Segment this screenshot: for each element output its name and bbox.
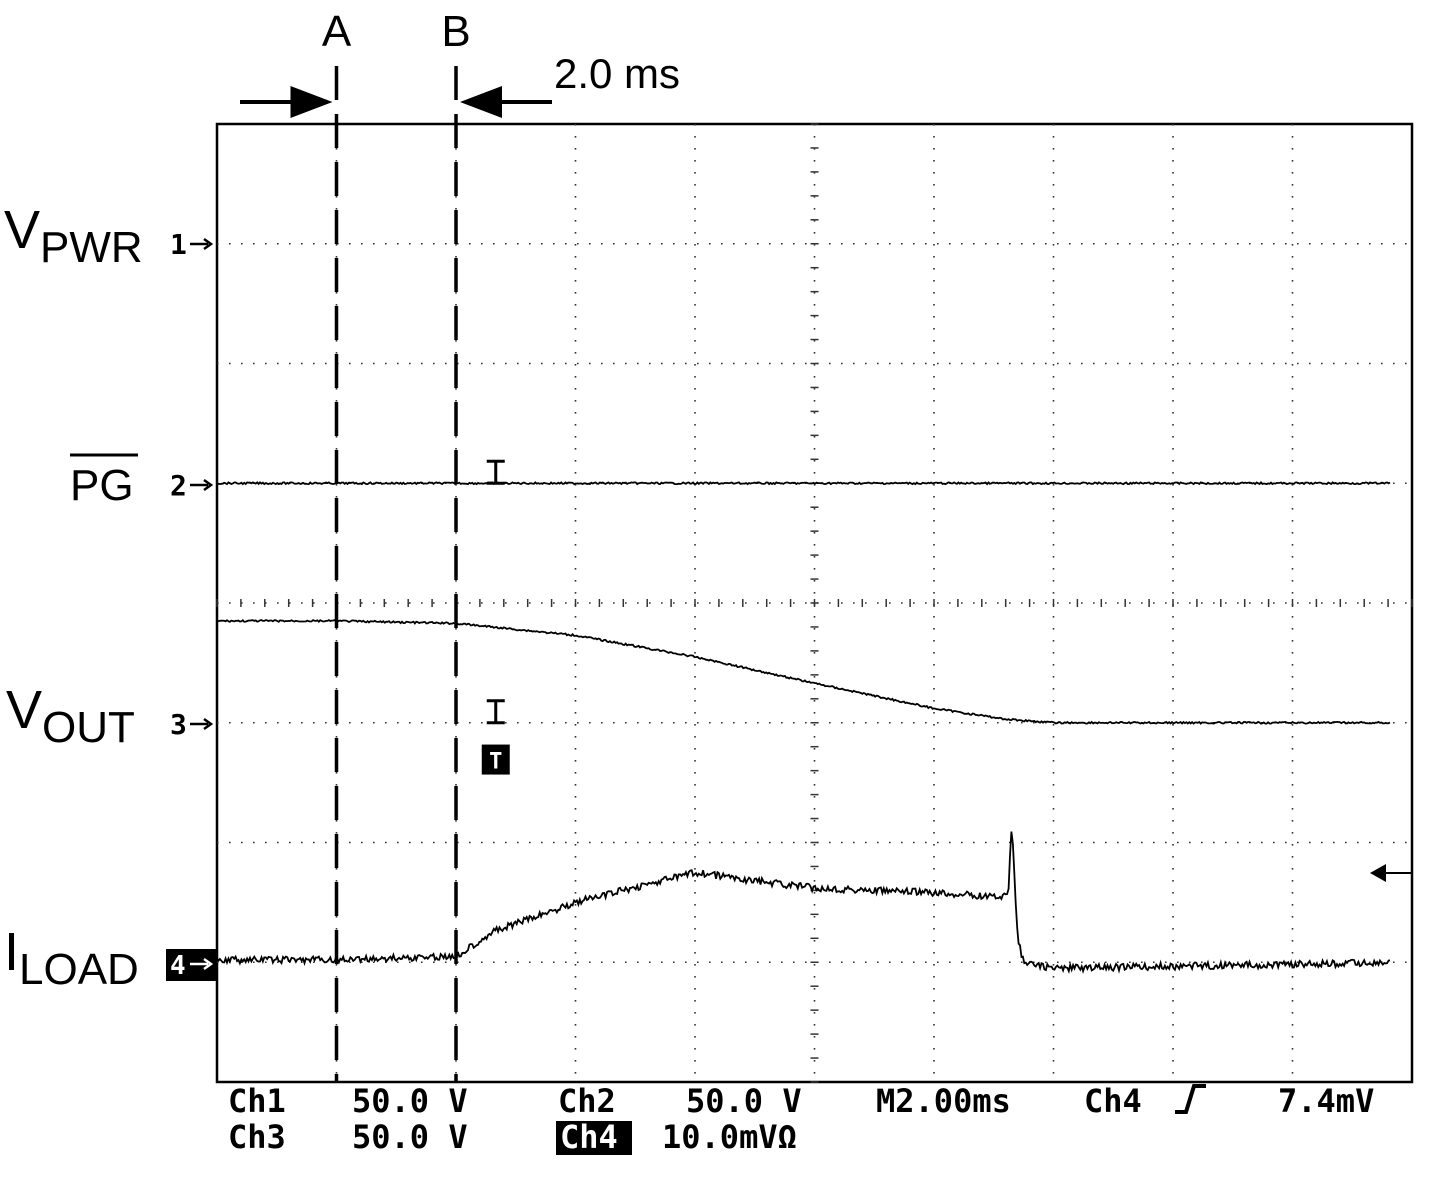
status-ch4-scale: 10.0mVΩ	[662, 1118, 797, 1156]
status-ch2: Ch2	[558, 1082, 616, 1120]
interval-arrowhead-right	[460, 86, 502, 118]
status-ch3-scale: 50.0 V	[352, 1118, 468, 1156]
status-ch3: Ch3	[228, 1118, 286, 1156]
svg-text:2: 2	[170, 469, 187, 502]
trace-vout	[217, 618, 1391, 725]
trigger-point-letter: T	[489, 750, 502, 775]
svg-text:1: 1	[170, 228, 187, 261]
trace-pg	[216, 481, 1391, 486]
channel-tag-3: 3	[170, 708, 214, 741]
channel-tag-1: 1	[170, 228, 214, 261]
status-timebase: M2.00ms	[876, 1082, 1011, 1120]
vout-label: VOUT	[6, 680, 135, 752]
iload-label: ILOAD	[4, 922, 139, 994]
channel-tag-4: 4	[166, 949, 216, 981]
status-trigger-source: Ch4	[1084, 1082, 1142, 1120]
status-ch1-scale: 50.0 V	[352, 1082, 468, 1120]
svg-text:3: 3	[170, 708, 187, 741]
graticule	[215, 122, 1414, 1084]
interval-label: 2.0 ms	[554, 50, 680, 97]
vpwr-label: VPWR	[4, 200, 143, 272]
trigger-tick-vout	[486, 699, 505, 725]
interval-arrowhead-left	[290, 86, 333, 118]
cursor-markers: A B 2.0 ms T	[240, 7, 680, 1082]
trace-iload	[216, 831, 1391, 975]
pg-label: PG	[70, 461, 134, 510]
status-ch4-highlight	[556, 1121, 632, 1155]
status-ch2-scale: 50.0 V	[686, 1082, 802, 1120]
trigger-point-badge	[481, 744, 510, 775]
svg-text:4: 4	[170, 951, 186, 981]
status-readout: Ch1 50.0 V Ch2 50.0 V M2.00ms Ch4 7.4mV …	[228, 1082, 1374, 1156]
trigger-tick-pg	[486, 459, 505, 485]
marker-label-b: B	[441, 7, 470, 56]
rising-edge-icon	[1175, 1084, 1206, 1114]
channel-labels: VPWR PG VOUT ILOAD 1 2 3 4	[4, 200, 1412, 994]
status-ch4: Ch4	[560, 1118, 618, 1156]
marker-label-a: A	[322, 7, 352, 56]
channel-tag-2: 2	[170, 469, 214, 502]
status-trigger-level: 7.4mV	[1278, 1082, 1374, 1120]
trigger-level-indicator	[1370, 864, 1412, 882]
status-ch1: Ch1	[228, 1082, 286, 1120]
traces	[216, 481, 1391, 975]
